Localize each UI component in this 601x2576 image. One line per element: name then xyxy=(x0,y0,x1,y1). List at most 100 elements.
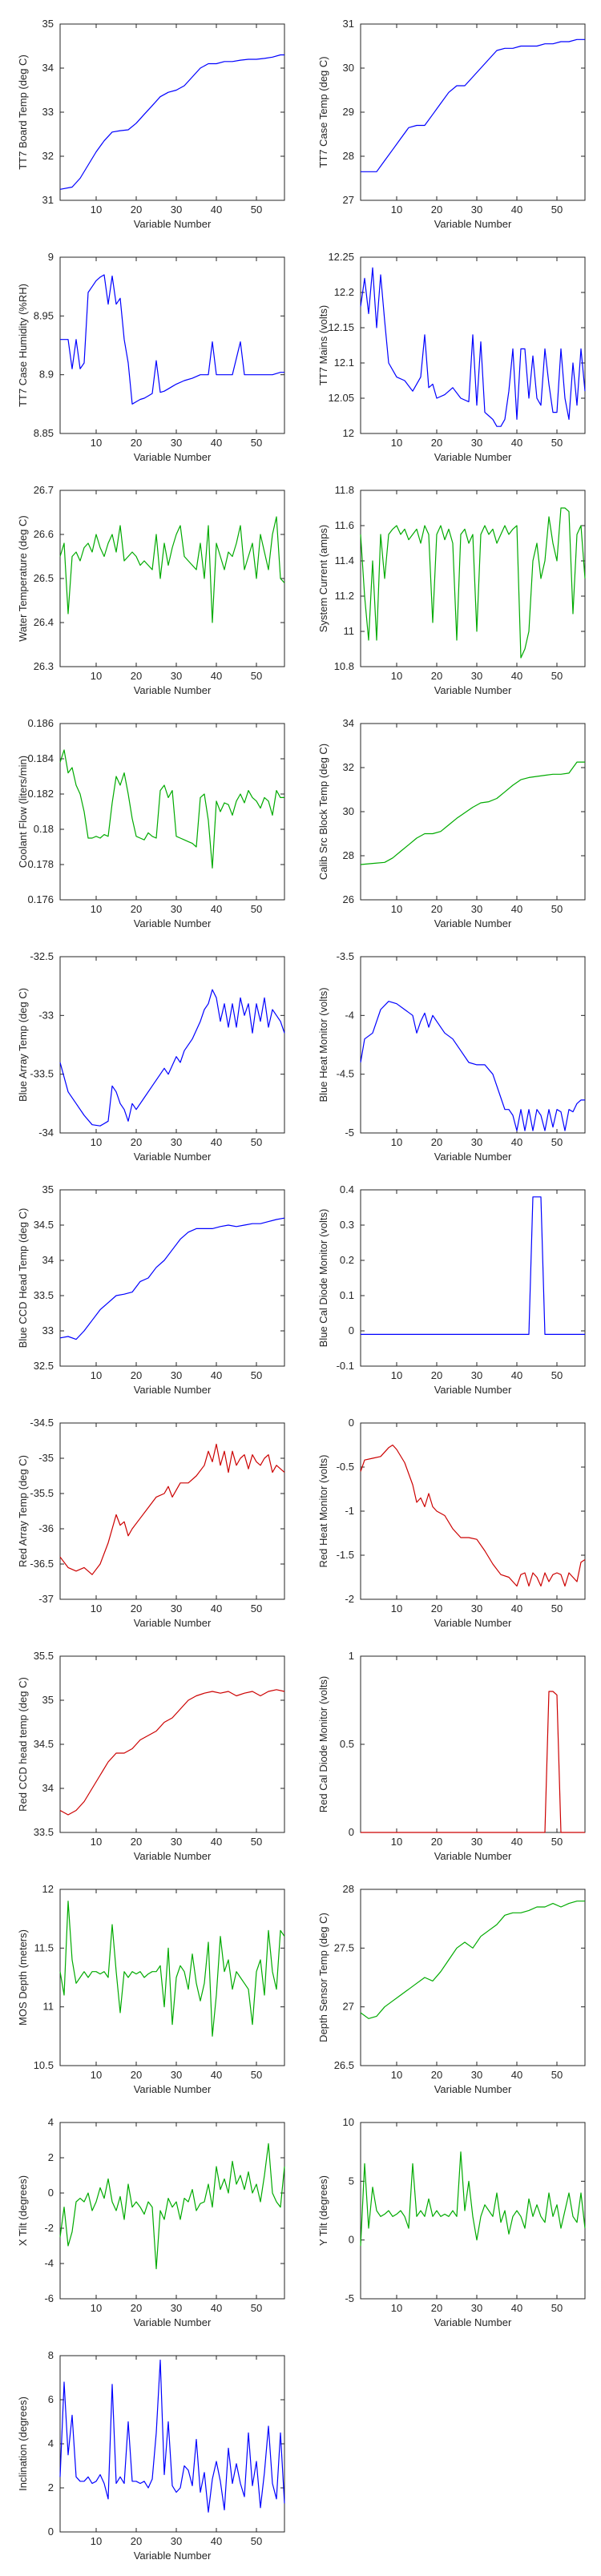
x-tick-label: 10 xyxy=(391,1602,402,1615)
y-tick-label: 26.5 xyxy=(334,2059,354,2071)
x-axis-label: Variable Number xyxy=(434,1384,512,1396)
x-tick-label: 40 xyxy=(511,1836,522,1848)
series-line xyxy=(59,1689,285,1816)
line-chart: 10 20 30 40 50 10.5 11 11.5 12 Variable Number MOS… xyxy=(17,1883,285,2095)
x-tick-label: 10 xyxy=(91,2535,102,2547)
x-tick-label: 50 xyxy=(551,1369,563,1381)
chart-panel: 10 20 30 40 50 -2 -1.5 -1 -0.5 0 Variable Number Re… xyxy=(300,1415,601,1643)
y-tick-label: -34.5 xyxy=(30,1417,54,1429)
x-axis-label: Variable Number xyxy=(434,917,512,929)
x-tick-label: 40 xyxy=(211,2302,222,2314)
y-tick-label: 8 xyxy=(48,2349,54,2361)
series-line xyxy=(60,274,284,405)
x-tick-label: 10 xyxy=(391,2069,402,2081)
x-tick-label: 20 xyxy=(431,2069,442,2081)
series-line xyxy=(360,507,586,659)
chart-panel: 10 20 30 40 50 33.5 34 34.5 35 35.5 Variable Numbe… xyxy=(0,1648,300,1877)
line-chart: 10 20 30 40 50 0.176 0.178 0.18 0.182 0.184 0.186 V… xyxy=(17,717,285,929)
x-tick-label: 30 xyxy=(171,670,182,682)
y-tick-label: 12.2 xyxy=(334,286,354,298)
x-tick-label: 50 xyxy=(251,1369,262,1381)
y-axis-label: Blue Cal Diode Monitor (volts) xyxy=(317,1209,329,1348)
series-line xyxy=(59,2359,285,2513)
chart-panel: 10 20 30 40 50 -34 -33.5 -33 -32.5 Variable Numbe… xyxy=(0,949,300,1177)
x-tick-label: 50 xyxy=(551,903,563,915)
line-chart: 10 20 30 40 50 12 12.05 12.1 12.15 12.2 12.25 Varia… xyxy=(317,251,586,463)
y-axis-label: Blue Heat Monitor (volts) xyxy=(317,987,329,1102)
chart-panel: 10 20 30 40 50 31 32 33 34 35 Variable Number TT7 B… xyxy=(0,16,300,244)
plot-frame xyxy=(59,2355,285,2533)
x-tick-label: 40 xyxy=(211,1136,222,1148)
y-tick-label: 32 xyxy=(42,150,54,162)
y-axis-label: TT7 Case Humidity (%RH) xyxy=(17,284,29,407)
x-axis-label: Variable Number xyxy=(134,451,212,463)
x-tick-label: 50 xyxy=(251,204,262,216)
x-tick-label: 30 xyxy=(171,2535,182,2547)
series-line xyxy=(360,761,585,865)
y-tick-label: 34 xyxy=(42,62,54,74)
y-tick-label: 26.4 xyxy=(34,616,54,628)
x-axis-label: Variable Number xyxy=(134,917,212,929)
x-axis-label: Variable Number xyxy=(434,684,512,696)
y-tick-label: 34.5 xyxy=(34,1738,54,1750)
y-tick-label: 35 xyxy=(42,1694,54,1706)
x-tick-label: 20 xyxy=(431,1836,442,1848)
series-line xyxy=(59,989,285,1127)
chart-panel: 10 20 30 40 50 -6 -4 -2 0 2 4 Variable Number X Tilt… xyxy=(0,2114,300,2343)
y-tick-label: 0.1 xyxy=(340,1289,354,1301)
plot-frame xyxy=(59,723,285,901)
x-tick-label: 50 xyxy=(551,1136,563,1148)
plot-frame xyxy=(59,256,285,434)
y-tick-label: 0.5 xyxy=(340,1738,354,1750)
y-tick-label: 26.7 xyxy=(34,484,54,496)
x-tick-label: 20 xyxy=(131,2302,142,2314)
line-chart: 10 20 30 40 50 8.85 8.9 8.95 9 Variable Number TT7… xyxy=(17,251,285,463)
plot-frame xyxy=(360,23,586,201)
y-tick-label: 1 xyxy=(349,1650,354,1662)
y-tick-label: 8.9 xyxy=(39,369,54,381)
x-tick-label: 50 xyxy=(251,1136,262,1148)
plot-frame xyxy=(360,956,586,1134)
plot-frame xyxy=(59,956,285,1134)
line-chart: 10 20 30 40 50 -34 -33.5 -33 -32.5 Variable Numbe… xyxy=(17,950,285,1163)
series-line xyxy=(59,54,284,190)
line-chart: 10 20 30 40 50 31 32 33 34 35 Variable Number TT7 B… xyxy=(17,18,285,230)
y-tick-label: 26.5 xyxy=(34,572,54,584)
line-chart: 10 20 30 40 50 0 2 4 6 8 Variable Number Inclinatio… xyxy=(17,2349,285,2562)
y-axis-label: X Tilt (degrees) xyxy=(17,2175,29,2246)
x-tick-label: 10 xyxy=(91,2069,102,2081)
y-tick-label: 28 xyxy=(343,150,354,162)
y-tick-label: -4.5 xyxy=(337,1068,354,1080)
y-tick-label: 9 xyxy=(48,251,54,263)
line-chart: 10 20 30 40 50 -0.1 0 0.1 0.2 0.3 0.4 Variable Numb… xyxy=(317,1183,586,1396)
x-tick-label: 50 xyxy=(251,2535,262,2547)
x-axis-label: Variable Number xyxy=(434,1617,512,1629)
series-line xyxy=(59,1217,285,1340)
y-tick-label: 0.3 xyxy=(340,1219,354,1231)
y-axis-label: Red Array Temp (deg C) xyxy=(17,1455,29,1567)
y-tick-label: 12 xyxy=(42,1883,54,1895)
chart-panel: 10 20 30 40 50 -37 -36.5 -36 -35.5 -35 -34.5 Variab… xyxy=(0,1415,300,1643)
x-tick-label: 30 xyxy=(471,2302,482,2314)
y-tick-label: -36 xyxy=(38,1522,54,1534)
x-tick-label: 40 xyxy=(511,1602,522,1615)
plot-frame xyxy=(59,1889,285,2066)
x-tick-label: 10 xyxy=(91,2302,102,2314)
x-tick-label: 10 xyxy=(391,1836,402,1848)
y-axis-label: Coolant Flow (liters/min) xyxy=(17,756,29,868)
series-line xyxy=(59,749,284,869)
chart-panel: 10 20 30 40 50 -5 -4.5 -4 -3.5 Variable Number Blu… xyxy=(300,949,601,1177)
y-tick-label: 10.5 xyxy=(34,2059,54,2071)
x-tick-label: 40 xyxy=(511,2069,522,2081)
x-tick-label: 10 xyxy=(391,1369,402,1381)
y-tick-label: 11.6 xyxy=(335,519,354,531)
y-axis-label: MOS Depth (meters) xyxy=(17,1929,29,2026)
y-tick-label: 0.186 xyxy=(27,717,54,729)
y-tick-label: 27 xyxy=(343,194,354,206)
x-tick-label: 30 xyxy=(171,2302,182,2314)
y-tick-label: -6 xyxy=(44,2292,54,2304)
x-tick-label: 40 xyxy=(211,437,222,449)
series-line xyxy=(59,2143,285,2270)
y-tick-label: -5 xyxy=(345,2292,354,2304)
chart-panel: 10 20 30 40 50 0.176 0.178 0.18 0.182 0.184 0.186 V… xyxy=(0,716,300,944)
